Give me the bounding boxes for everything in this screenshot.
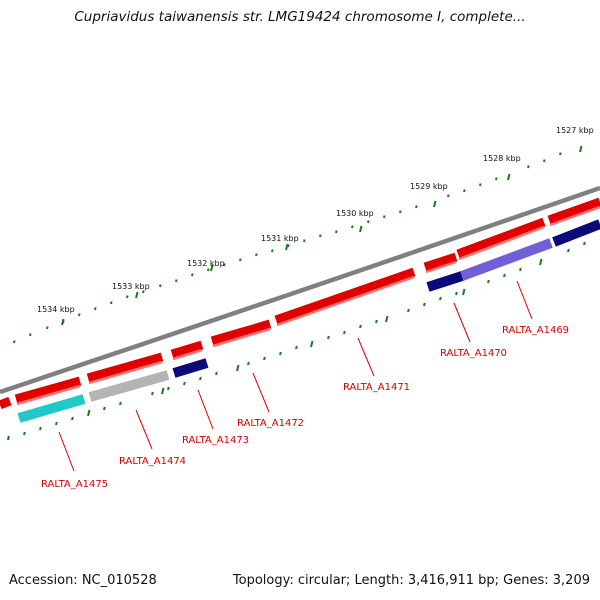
cog-feature xyxy=(88,370,170,402)
gene-label: RALTA_A1473 xyxy=(182,435,249,446)
scale-label: 1531 kbp xyxy=(261,234,299,243)
gene-arrow xyxy=(210,319,272,346)
gene-arrow xyxy=(423,252,458,272)
cog-feature xyxy=(172,358,209,378)
scale-label: 1529 kbp xyxy=(410,182,448,191)
gene-label: RALTA_A1474 xyxy=(119,456,186,467)
inner-scale-ticks xyxy=(7,241,586,441)
genome-summary: Topology: circular; Length: 3,416,911 bp… xyxy=(232,573,590,588)
cog-feature xyxy=(426,271,464,292)
scale-label: 1534 kbp xyxy=(37,305,75,314)
gene-arrow xyxy=(86,352,164,383)
label-leaders xyxy=(58,280,533,472)
cog-feature xyxy=(460,238,553,281)
gene-arrow xyxy=(547,197,600,225)
scale-label: 1527 kbp xyxy=(556,126,594,135)
scale-label: 1532 kbp xyxy=(187,259,225,268)
outer-scale-ticks xyxy=(13,145,583,344)
scale-label: 1533 kbp xyxy=(112,282,150,291)
accession-label: Accession: NC_010528 xyxy=(9,573,157,588)
gene-label: RALTA_A1475 xyxy=(41,479,108,490)
gene-arrow xyxy=(456,217,546,259)
gene-arrow xyxy=(170,340,204,359)
gene-label: RALTA_A1470 xyxy=(440,348,507,359)
gene-arrow xyxy=(0,396,12,410)
cog-feature xyxy=(552,219,600,247)
gene-label: RALTA_A1472 xyxy=(237,418,304,429)
scale-label: 1530 kbp xyxy=(336,209,374,218)
scale-labels: 1527 kbp 1528 kbp 1529 kbp 1530 kbp 1531… xyxy=(37,126,594,314)
genome-backbone xyxy=(0,185,600,395)
gene-arrow xyxy=(274,267,416,325)
forward-gene-highlights xyxy=(16,205,600,406)
cog-feature xyxy=(17,394,86,423)
gene-arrow xyxy=(14,376,82,404)
scale-label: 1528 kbp xyxy=(483,154,521,163)
gene-labels: RALTA_A1469 RALTA_A1470 RALTA_A1471 RALT… xyxy=(41,325,569,490)
map-title: Cupriavidus taiwanensis str. LMG19424 ch… xyxy=(74,9,526,25)
gene-label: RALTA_A1471 xyxy=(343,382,410,393)
forward-genes xyxy=(0,197,600,410)
cog-features xyxy=(17,219,600,423)
gene-label: RALTA_A1469 xyxy=(502,325,569,336)
